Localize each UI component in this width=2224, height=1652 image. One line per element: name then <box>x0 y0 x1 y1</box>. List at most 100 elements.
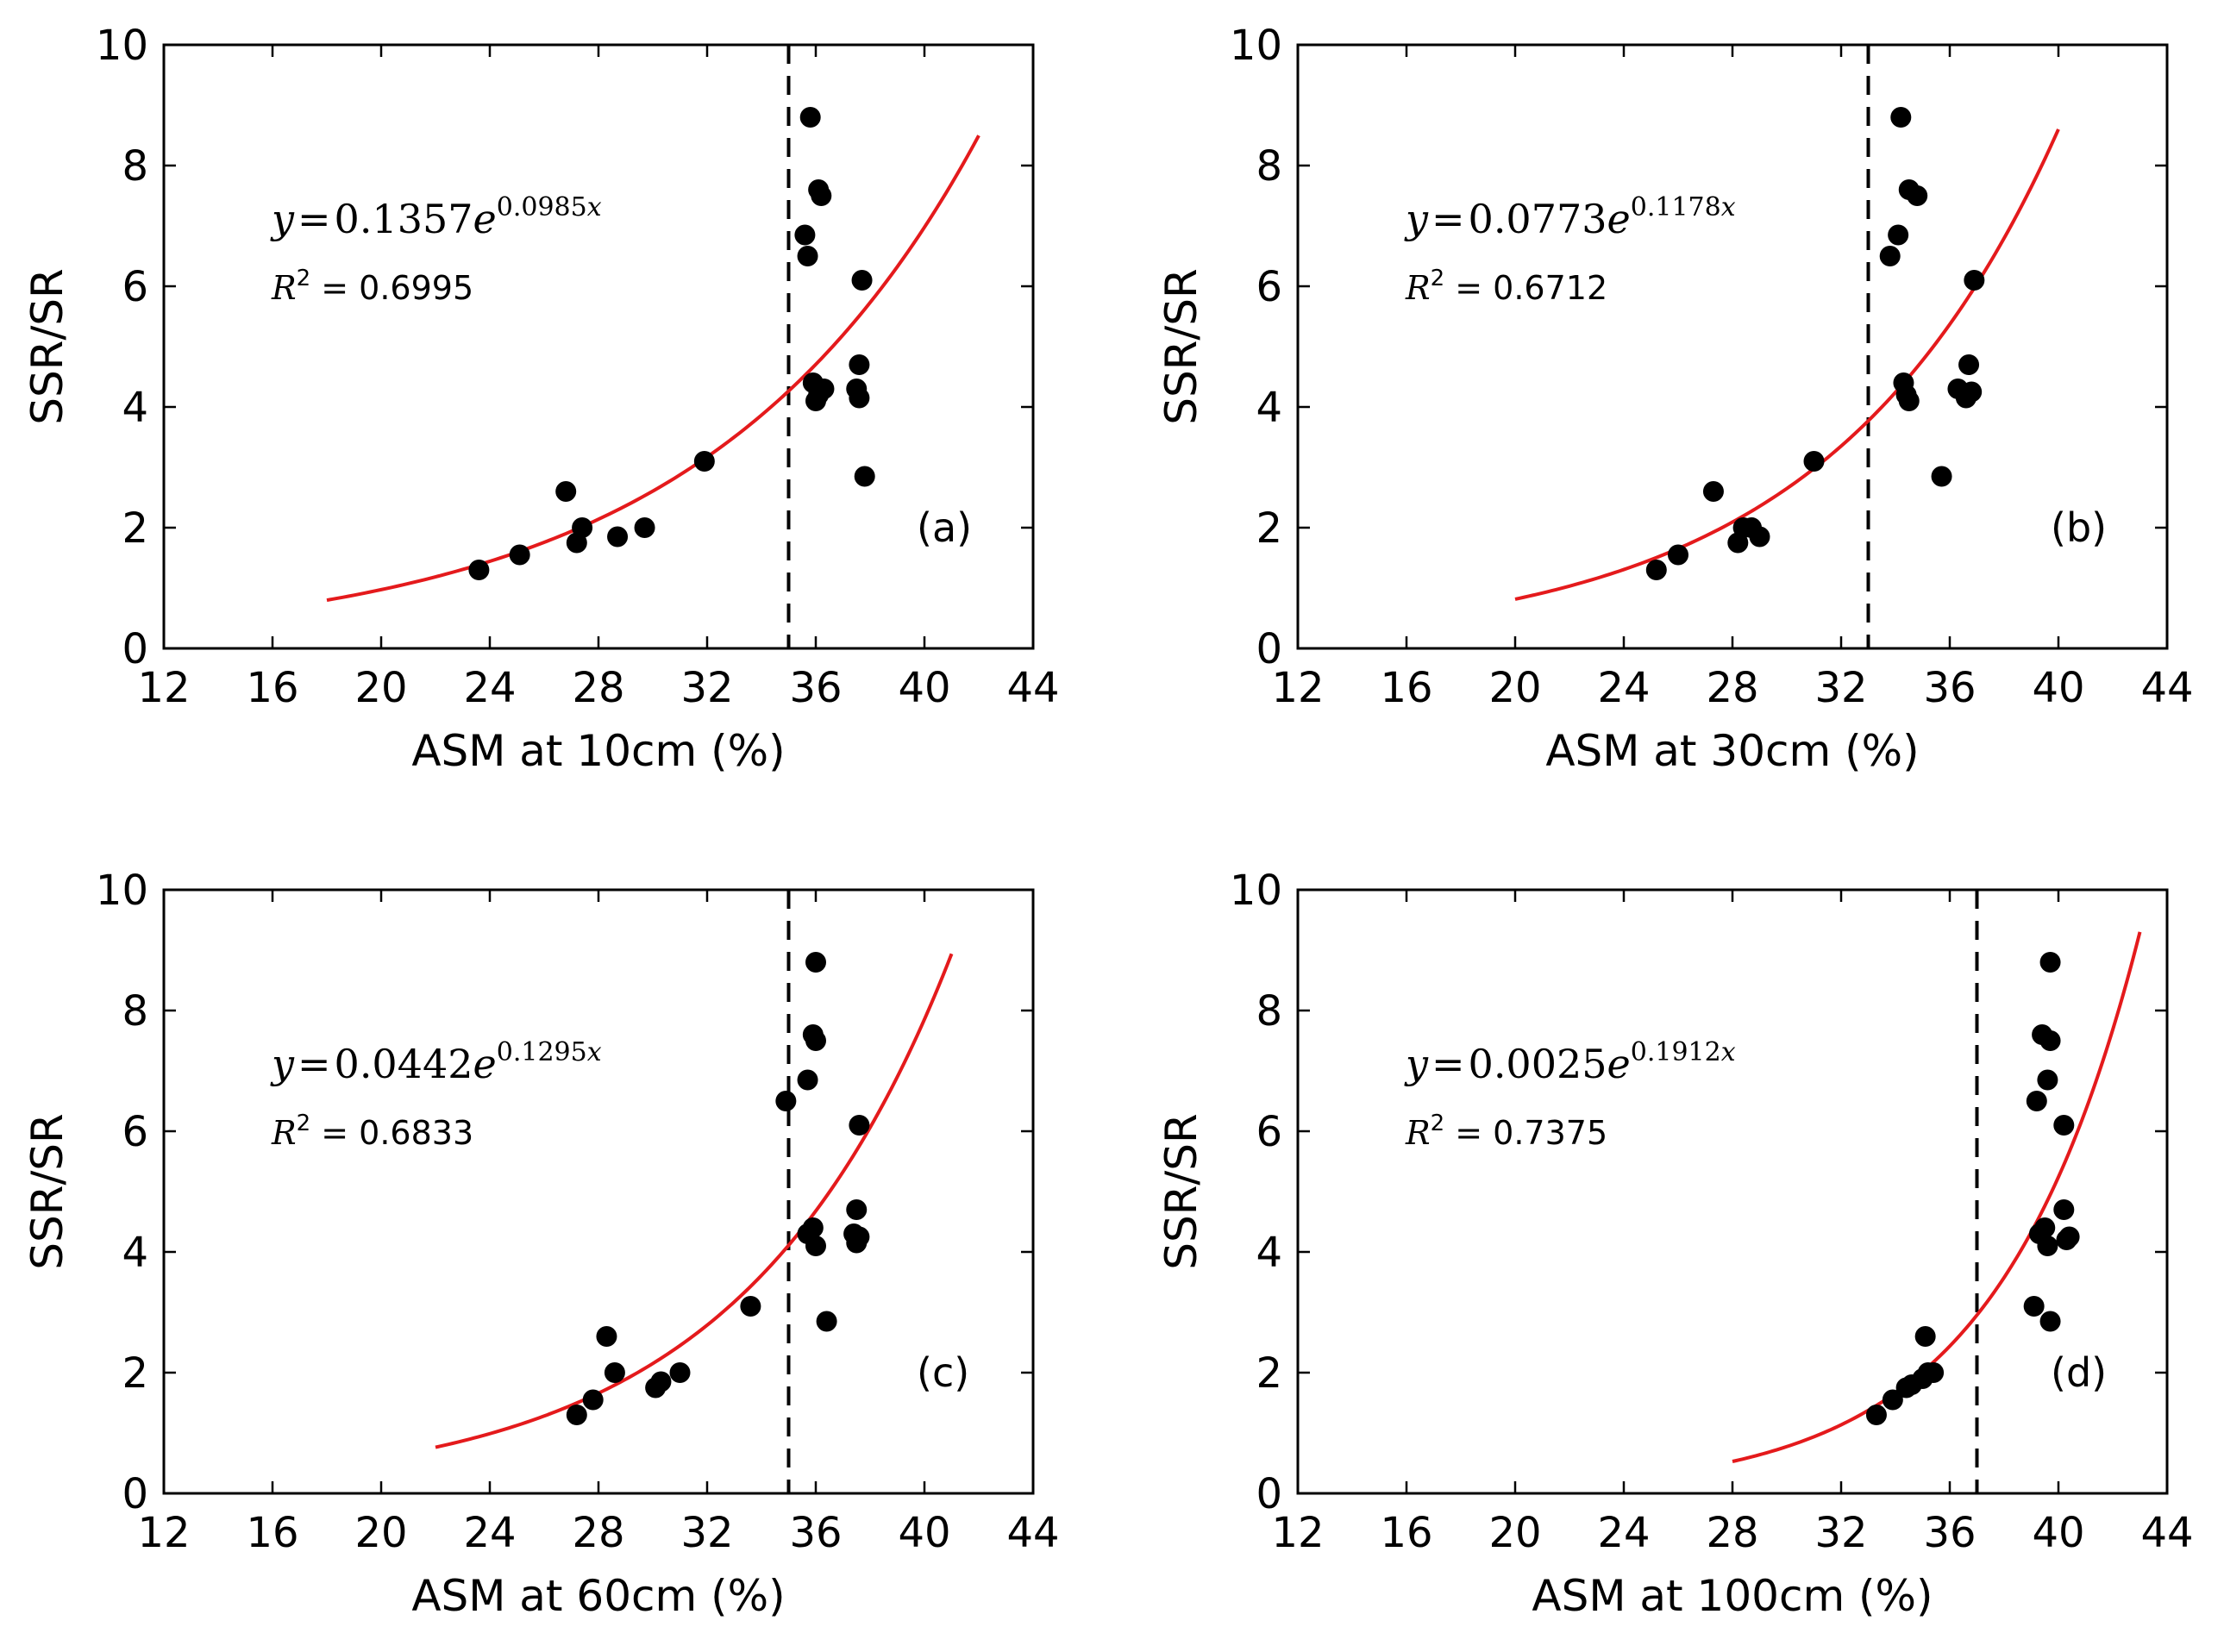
x-tick-label: 44 <box>1006 1509 1059 1557</box>
plot-frame <box>1296 888 2169 1495</box>
plot-frame <box>1296 43 2169 650</box>
r-squared: R2 = 0.6833 <box>271 1111 473 1152</box>
data-point <box>2039 952 2061 973</box>
y-tick-label: 0 <box>122 625 148 673</box>
fit-curve <box>435 953 954 1449</box>
data-point <box>805 952 826 973</box>
r-squared: R2 = 0.6995 <box>271 266 473 307</box>
x-tick-label: 40 <box>898 1509 950 1557</box>
x-axis-label: ASM at 10cm (%) <box>411 726 785 776</box>
x-axis-label: ASM at 30cm (%) <box>1545 726 1919 776</box>
y-tick-label: 4 <box>1256 384 1282 432</box>
data-point <box>805 1030 826 1051</box>
data-point <box>1923 1362 1945 1383</box>
data-point <box>797 1069 818 1091</box>
data-point <box>596 1326 617 1347</box>
r-squared: R2 = 0.6712 <box>1405 266 1607 307</box>
data-point <box>1702 481 1724 502</box>
data-point <box>555 481 577 502</box>
y-axis-label: SSR/SR <box>1156 268 1206 425</box>
fit-equation: y=0.0025e0.1912x <box>1404 1037 1736 1087</box>
data-point <box>1879 246 1901 266</box>
y-tick-label: 2 <box>1256 504 1282 553</box>
x-tick-label: 44 <box>1006 664 1059 712</box>
data-point <box>2037 1069 2058 1091</box>
data-point <box>851 270 873 291</box>
fit-equation: y=0.0773e0.1178x <box>1404 192 1736 242</box>
data-point <box>811 185 832 206</box>
y-tick-label: 2 <box>1256 1349 1282 1398</box>
panel-label: (d) <box>2051 1349 2107 1396</box>
x-tick-label: 40 <box>898 664 950 712</box>
x-tick-label: 20 <box>354 664 407 712</box>
data-point <box>693 451 715 472</box>
data-point <box>566 1405 587 1425</box>
data-point <box>794 224 816 246</box>
data-point <box>797 246 818 266</box>
data-point <box>1668 544 1688 566</box>
data-point <box>813 379 835 399</box>
panel-label: (b) <box>2051 504 2107 551</box>
y-tick-label: 10 <box>1230 22 1282 70</box>
y-tick-label: 6 <box>122 263 148 311</box>
data-point <box>854 466 875 487</box>
data-point <box>607 526 629 548</box>
x-tick-label: 28 <box>572 1509 624 1557</box>
y-tick-label: 6 <box>1256 263 1282 311</box>
y-tick-label: 8 <box>122 142 148 191</box>
fit-curve <box>326 135 980 603</box>
y-tick-label: 4 <box>122 384 148 432</box>
data-point <box>1898 391 1920 411</box>
plot-frame <box>162 43 1035 650</box>
panel-label: (c) <box>917 1349 969 1396</box>
x-axis-label: ASM at 60cm (%) <box>411 1571 785 1621</box>
x-tick-label: 36 <box>1923 1509 1976 1557</box>
x-tick-label: 20 <box>1488 1509 1541 1557</box>
data-point <box>509 544 530 566</box>
y-tick-label: 6 <box>122 1108 148 1156</box>
y-tick-label: 8 <box>1256 142 1282 191</box>
y-tick-label: 10 <box>1230 867 1282 915</box>
x-tick-label: 12 <box>137 664 190 712</box>
data-point <box>1958 354 1980 375</box>
x-tick-label: 36 <box>789 664 842 712</box>
x-tick-label: 32 <box>680 1509 733 1557</box>
data-point <box>572 517 593 538</box>
y-tick-label: 0 <box>122 1470 148 1518</box>
data-point <box>846 1199 868 1220</box>
fit-equation: y=0.1357e0.0985x <box>270 192 602 242</box>
data-point <box>1931 466 1952 487</box>
y-axis-label: SSR/SR <box>1156 1113 1206 1270</box>
y-tick-label: 2 <box>122 504 148 553</box>
x-tick-label: 40 <box>2032 664 2084 712</box>
x-tick-label: 36 <box>789 1509 842 1557</box>
x-tick-label: 16 <box>246 664 298 712</box>
panel-label: (a) <box>917 504 972 551</box>
data-point <box>799 107 821 128</box>
data-point <box>1914 1326 1936 1347</box>
y-tick-label: 0 <box>1256 625 1282 673</box>
y-tick-label: 2 <box>122 1349 148 1398</box>
y-axis-label: SSR/SR <box>22 268 72 425</box>
data-point <box>1865 1405 1887 1425</box>
data-point <box>2039 1030 2061 1051</box>
data-point <box>669 1362 691 1383</box>
data-point <box>2026 1091 2047 1111</box>
x-tick-label: 44 <box>2140 664 2193 712</box>
data-point <box>1882 1389 1903 1411</box>
data-point <box>2023 1296 2045 1317</box>
data-point <box>468 560 490 580</box>
data-point <box>634 517 655 538</box>
data-point <box>775 1091 797 1111</box>
x-tick-label: 16 <box>1380 664 1432 712</box>
x-tick-label: 24 <box>1597 1509 1650 1557</box>
x-tick-label: 28 <box>1706 1509 1758 1557</box>
x-tick-label: 20 <box>354 1509 407 1557</box>
data-point <box>2034 1217 2056 1238</box>
fit-curve <box>1732 931 2142 1463</box>
y-tick-label: 8 <box>1256 987 1282 1036</box>
data-point <box>2039 1311 2061 1332</box>
